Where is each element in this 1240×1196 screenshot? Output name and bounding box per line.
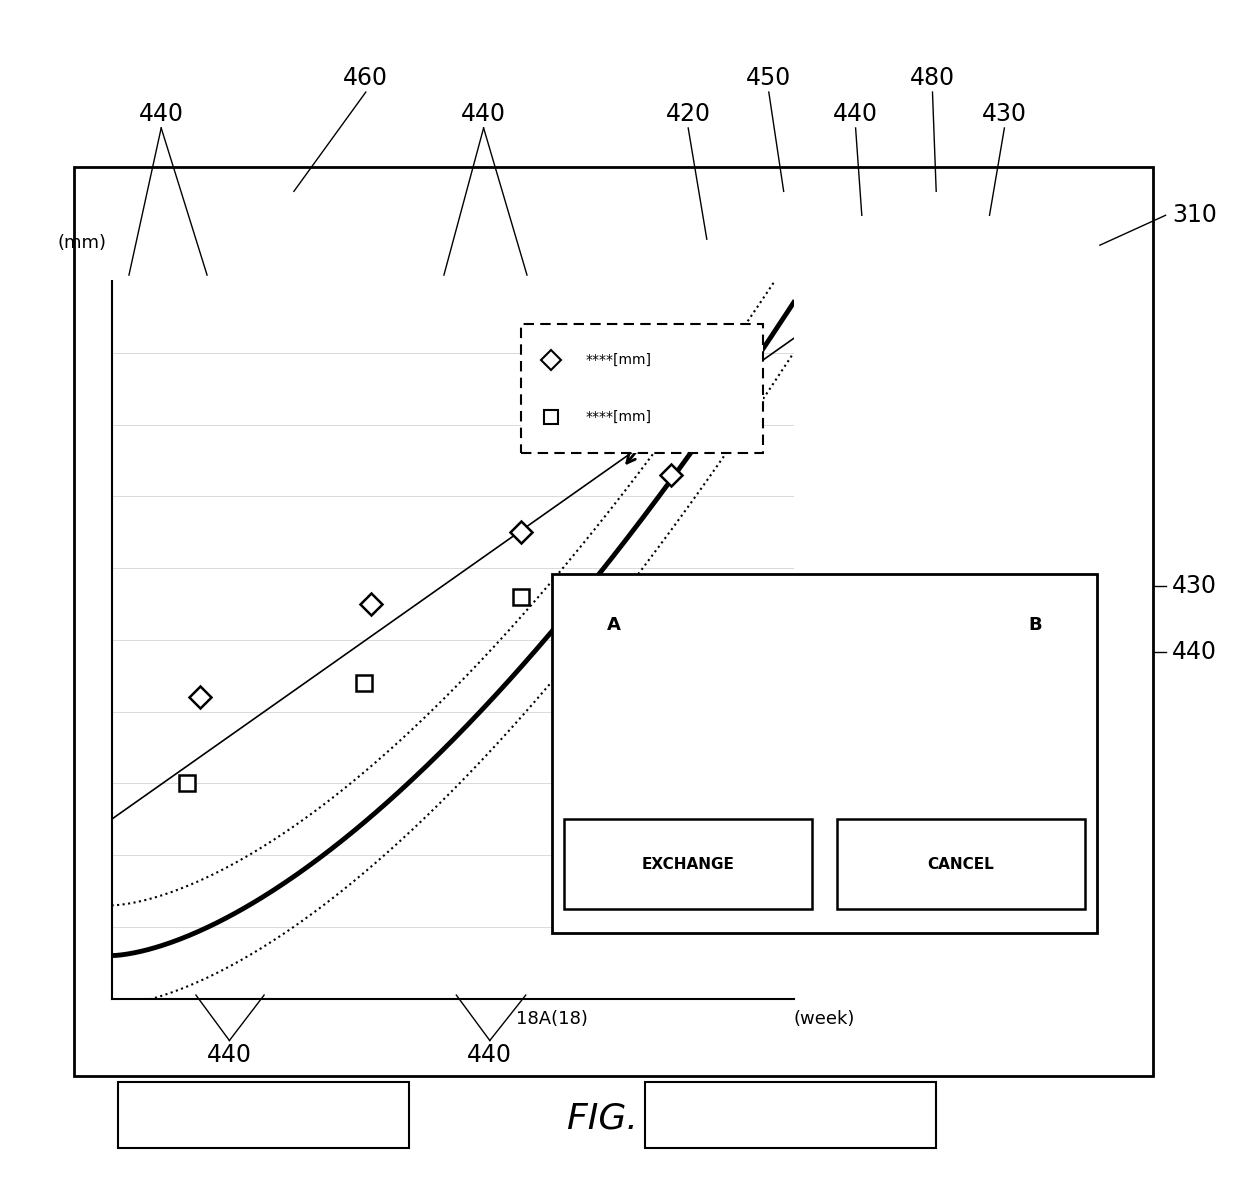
Text: (week): (week) xyxy=(794,1009,854,1029)
Text: ****[mm]: ****[mm] xyxy=(585,410,651,425)
Text: CANCEL: CANCEL xyxy=(928,856,994,872)
Text: A: A xyxy=(606,616,621,634)
Text: (mm): (mm) xyxy=(57,234,107,252)
Text: FIG. 3: FIG. 3 xyxy=(568,1102,672,1135)
Text: !: ! xyxy=(590,362,601,386)
Text: B: B xyxy=(1029,616,1042,634)
Text: 480: 480 xyxy=(910,66,955,90)
Text: 440: 440 xyxy=(467,1043,512,1067)
Text: 18A(18): 18A(18) xyxy=(516,1009,588,1029)
Text: 460: 460 xyxy=(343,66,388,90)
Text: 430: 430 xyxy=(1172,574,1216,598)
Text: 440: 440 xyxy=(1172,640,1216,664)
Text: 440: 440 xyxy=(207,1043,252,1067)
Text: 440: 440 xyxy=(833,102,878,126)
Text: EXCHANGE: EXCHANGE xyxy=(642,856,734,872)
Text: 440: 440 xyxy=(461,102,506,126)
Text: 310: 310 xyxy=(1172,203,1216,227)
Text: 440: 440 xyxy=(139,102,184,126)
FancyBboxPatch shape xyxy=(521,324,763,453)
Text: 430: 430 xyxy=(982,102,1027,126)
Text: 420: 420 xyxy=(666,102,711,126)
Text: ****[mm]: ****[mm] xyxy=(585,353,651,367)
Text: 450: 450 xyxy=(746,66,791,90)
